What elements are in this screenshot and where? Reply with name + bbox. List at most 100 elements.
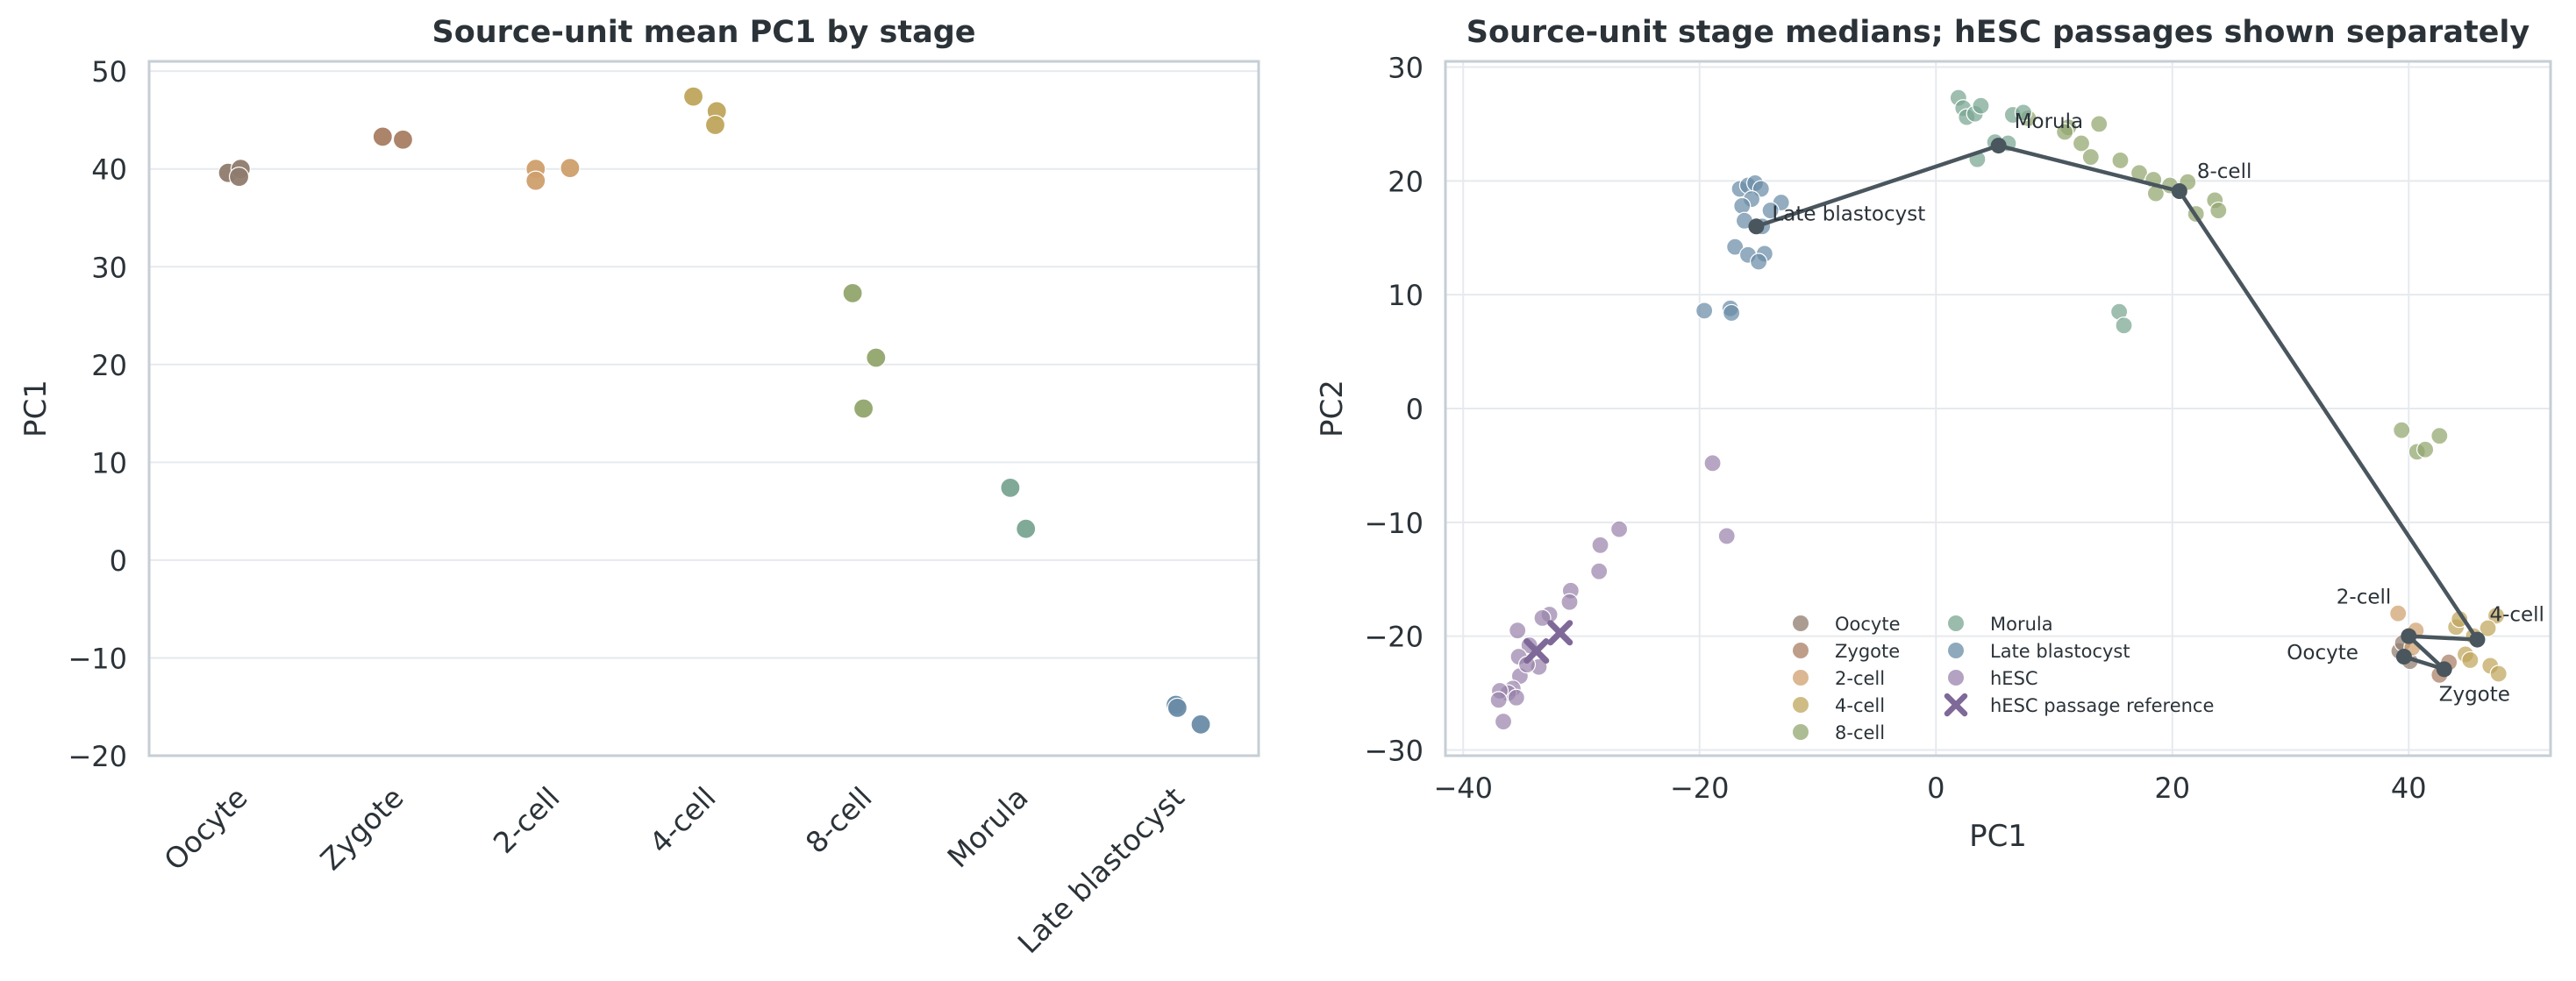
chart2-point-hesc [1507, 688, 1525, 707]
chart1-y-tick-label: 30 [91, 251, 127, 284]
median-label-late-blastocyst: Late blastocyst [1772, 203, 1925, 225]
chart2-point-8-cell [2090, 115, 2109, 133]
median-point-oocyte [2395, 649, 2412, 665]
chart2-point-late-blastocyst [1750, 252, 1768, 271]
chart1-point-late-blastocyst [1190, 714, 1211, 735]
legend-marker [1948, 615, 1964, 631]
chart2-point-8-cell [2111, 151, 2130, 170]
chart1-point-4-cell [704, 114, 726, 136]
chart2-point-8-cell [2056, 123, 2074, 141]
legend-item-oocyte: Oocyte [1793, 614, 1901, 635]
chart2-point-4-cell [2461, 650, 2480, 670]
chart2-point-hesc [1609, 520, 1629, 538]
chart2-y-tick-label: −20 [1364, 621, 1424, 654]
chart2-point-morula [1972, 96, 1990, 115]
legend-item-2-cell: 2-cell [1793, 668, 1885, 689]
chart2-point-2-cell [2389, 604, 2408, 622]
chart2-y-tick-label: 10 [1388, 279, 1424, 312]
chart1-y-tick-label: 50 [91, 55, 127, 89]
chart1-x-tick-label-late-blastocyst: Late blastocyst [1011, 780, 1191, 960]
chart2-point-4-cell [2479, 619, 2497, 637]
legend-item-8-cell: 8-cell [1793, 722, 1885, 743]
hesc-passage-reference-marker [1523, 638, 1550, 665]
median-label-oocyte: Oocyte [2287, 642, 2358, 665]
chart2-x-tick-label: −20 [1670, 771, 1730, 805]
chart1-x-tick-label-2-cell: 2-cell [487, 780, 567, 860]
chart2-hesc-references [1523, 620, 1573, 665]
legend-marker [1948, 670, 1964, 686]
chart1-point-oocyte [228, 167, 250, 188]
chart1-point-4-cell [682, 86, 704, 107]
pca-scatter-chart: −30 −20 −10 0 10 20 30 −40 −20 0 20 40 Oocyte Zygot… [1315, 15, 2552, 854]
chart1-x-tick-label-4-cell: 4-cell [643, 780, 723, 860]
chart2-x-tick-label: 40 [2391, 771, 2427, 805]
legend-marker-cross [1944, 693, 1968, 717]
median-point-morula [1990, 138, 2007, 154]
legend-label: 4-cell [1835, 695, 1885, 716]
chart1-y-tick-label: −20 [68, 740, 127, 773]
chart2-x-axis-label: PC1 [1969, 819, 2027, 854]
chart2-point-8-cell [2072, 134, 2091, 153]
chart2-gridlines [1445, 61, 2551, 756]
chart2-point-8-cell [2209, 201, 2228, 220]
reference-cross-stroke [1523, 638, 1550, 665]
legend-item-4-cell: 4-cell [1793, 695, 1885, 716]
legend-marker [1793, 697, 1809, 713]
median-label-zygote: Zygote [2439, 683, 2510, 706]
chart2-y-tick-label: 20 [1388, 165, 1424, 198]
legend-marker [1793, 643, 1809, 658]
chart2-y-tick-label: −10 [1364, 507, 1424, 540]
chart1-point-8-cell [842, 282, 863, 303]
chart2-y-tick-label: 0 [1406, 393, 1424, 426]
chart1-point-zygote [372, 126, 393, 147]
chart2-x-ticks: −40 −20 0 20 40 [1433, 771, 2426, 805]
legend-label: hESC passage reference [1990, 695, 2214, 716]
legend-marker [1793, 724, 1809, 740]
chart1-points [218, 86, 1211, 735]
median-label-4-cell: 4-cell [2489, 604, 2544, 627]
chart1-gridlines [149, 70, 1259, 659]
chart2-y-tick-label: −30 [1364, 735, 1424, 768]
chart2-point-late-blastocyst [1695, 302, 1714, 320]
chart2-legend: Oocyte Zygote 2-cell 4-cell 8-cell Morula Late… [1793, 614, 2214, 743]
chart1-y-tick-label: 20 [91, 349, 127, 382]
chart1-point-morula [1000, 477, 1021, 498]
median-label-2-cell: 2-cell [2337, 586, 2392, 609]
legend-label: Morula [1990, 614, 2053, 635]
chart2-point-hesc [1560, 593, 1579, 611]
legend-item-hesc: hESC [1948, 668, 2038, 689]
chart2-point-hesc [1509, 622, 1527, 640]
chart2-point-late-blastocyst [1723, 303, 1741, 323]
legend-item-morula: Morula [1948, 614, 2053, 635]
chart1-point-late-blastocyst [1167, 697, 1188, 718]
stage-pc1-chart: −20 −10 0 10 20 30 40 50 Oocyte Zygote 2-cell 4-ce… [18, 15, 1260, 960]
reference-cross-stroke [1547, 620, 1573, 646]
chart1-y-tick-label: −10 [68, 642, 127, 675]
chart2-point-hesc [1591, 536, 1609, 554]
chart1-x-tick-label-8-cell: 8-cell [799, 780, 879, 860]
chart1-point-2-cell [525, 170, 546, 191]
chart2-x-tick-label: −40 [1433, 771, 1493, 805]
chart1-point-morula [1016, 518, 1037, 539]
median-point-2-cell [2401, 628, 2417, 644]
chart2-x-tick-label: 20 [2154, 771, 2190, 805]
chart2-point-hesc [1494, 712, 1513, 731]
median-point-8-cell [2171, 183, 2187, 200]
chart2-point-hesc [1703, 454, 1722, 473]
chart2-x-tick-label: 0 [1927, 771, 1944, 805]
legend-label: 8-cell [1835, 722, 1885, 743]
chart1-y-tick-label: 0 [110, 544, 127, 578]
chart2-point-morula [2115, 316, 2133, 335]
legend-marker [1793, 670, 1809, 686]
chart1-y-ticks: −20 −10 0 10 20 30 40 50 [68, 55, 127, 773]
chart1-point-zygote [392, 129, 414, 150]
chart2-point-late-blastocyst [1761, 201, 1780, 220]
chart2-point-late-blastocyst [1733, 196, 1752, 215]
legend-item-zygote: Zygote [1793, 641, 1900, 662]
chart2-point-late-blastocyst [1726, 238, 1745, 256]
legend-label: Oocyte [1835, 614, 1901, 635]
legend-item-late-blastocyst: Late blastocyst [1948, 641, 2130, 662]
chart2-title: Source-unit stage medians; hESC passages… [1466, 15, 2530, 50]
median-label-morula: Morula [2015, 110, 2083, 133]
